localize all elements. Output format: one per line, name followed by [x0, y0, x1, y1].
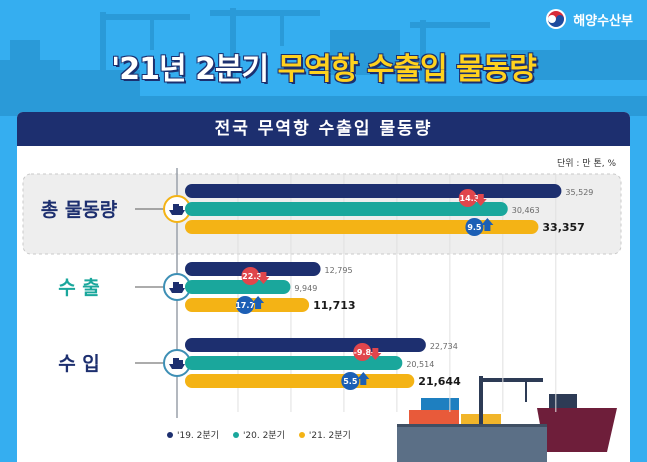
bar	[185, 280, 291, 294]
bar-value-label: 9,949	[294, 284, 317, 293]
ship-icon	[169, 204, 185, 215]
crane	[479, 376, 483, 424]
ministry-logo: 해양수산부	[545, 8, 633, 30]
container-stack	[409, 410, 459, 424]
decrease-badge	[458, 189, 477, 207]
bar	[185, 220, 539, 234]
increase-value: 9.5	[467, 223, 482, 232]
page-title-subject: 무역항 수출입 물동량	[277, 52, 537, 87]
pier	[397, 424, 547, 462]
bar-value-label: 22,734	[430, 342, 458, 351]
cargo-ship	[537, 408, 617, 452]
increase-badge	[341, 372, 360, 390]
down-arrow-icon	[474, 194, 487, 206]
bar-value-label: 20,514	[406, 360, 434, 369]
legend-swatch	[298, 431, 305, 438]
bar-value-label: 33,357	[542, 221, 584, 234]
crane	[525, 382, 527, 402]
cargo-ship	[549, 394, 577, 408]
category-label: 총 물동량	[41, 199, 118, 221]
page-title: '21년 2분기 무역항 수출입 물동량	[0, 44, 647, 88]
legend-swatch	[167, 431, 173, 438]
down-arrow-icon	[257, 272, 270, 284]
ship-icon	[169, 282, 185, 293]
port-skyline-background	[0, 8, 647, 116]
decrease-badge	[241, 267, 260, 285]
bar-value-label: 30,463	[512, 206, 540, 215]
bar-value-label: 11,713	[313, 299, 355, 312]
bar	[185, 202, 508, 216]
chart-title: 전국 무역항 수출입 물동량	[17, 112, 630, 146]
unit-label: 단위 : 만 톤, %	[556, 159, 616, 169]
port-illustration	[397, 376, 617, 462]
legend-label: '20. 2분기	[242, 431, 285, 441]
legend-label: '21. 2분기	[308, 431, 351, 441]
bar-value-label: 21,644	[418, 375, 461, 388]
decrease-value: -9.8	[354, 348, 372, 357]
up-arrow-icon	[252, 296, 265, 309]
legend-item: '19. 2분기	[167, 428, 219, 441]
up-arrow-icon	[481, 218, 494, 231]
decrease-badge	[353, 343, 372, 361]
down-arrow-icon	[369, 348, 382, 360]
page-title-period: '21년 2분기	[111, 52, 278, 87]
bar	[185, 356, 403, 370]
crane	[479, 378, 543, 382]
legend-item: '20. 2분기	[232, 428, 285, 441]
chart-panel: 전국 무역항 수출입 물동량 단위 : 만 톤, % 총 물동량 35,529 30…	[17, 112, 630, 462]
decrease-value: -14.3	[456, 194, 479, 203]
category-label: 수 입	[58, 353, 100, 375]
ministry-name: 해양수산부	[573, 13, 633, 29]
increase-badge	[465, 218, 484, 236]
ship-icon	[169, 358, 185, 369]
bar-value-label: 12,795	[325, 266, 353, 275]
increase-value: 5.5	[343, 377, 358, 386]
container-stack	[421, 398, 459, 410]
chart-legend: '19. 2분기 '20. 2분기 '21. 2분기	[167, 428, 351, 441]
legend-item: '21. 2분기	[298, 428, 351, 441]
bar	[185, 374, 415, 388]
bar-value-label: 35,529	[565, 188, 593, 197]
pier	[397, 424, 547, 427]
legend-label: '19. 2분기	[177, 431, 219, 441]
increase-badge	[236, 296, 255, 314]
bar	[185, 184, 562, 198]
decrease-value: -22.2	[239, 272, 262, 281]
increase-value: 17.7	[235, 301, 255, 310]
category-label: 수 출	[58, 277, 100, 299]
bar	[185, 338, 426, 352]
legend-swatch	[232, 431, 239, 438]
up-arrow-icon	[357, 372, 370, 385]
ministry-taegeuk-icon	[546, 9, 567, 29]
